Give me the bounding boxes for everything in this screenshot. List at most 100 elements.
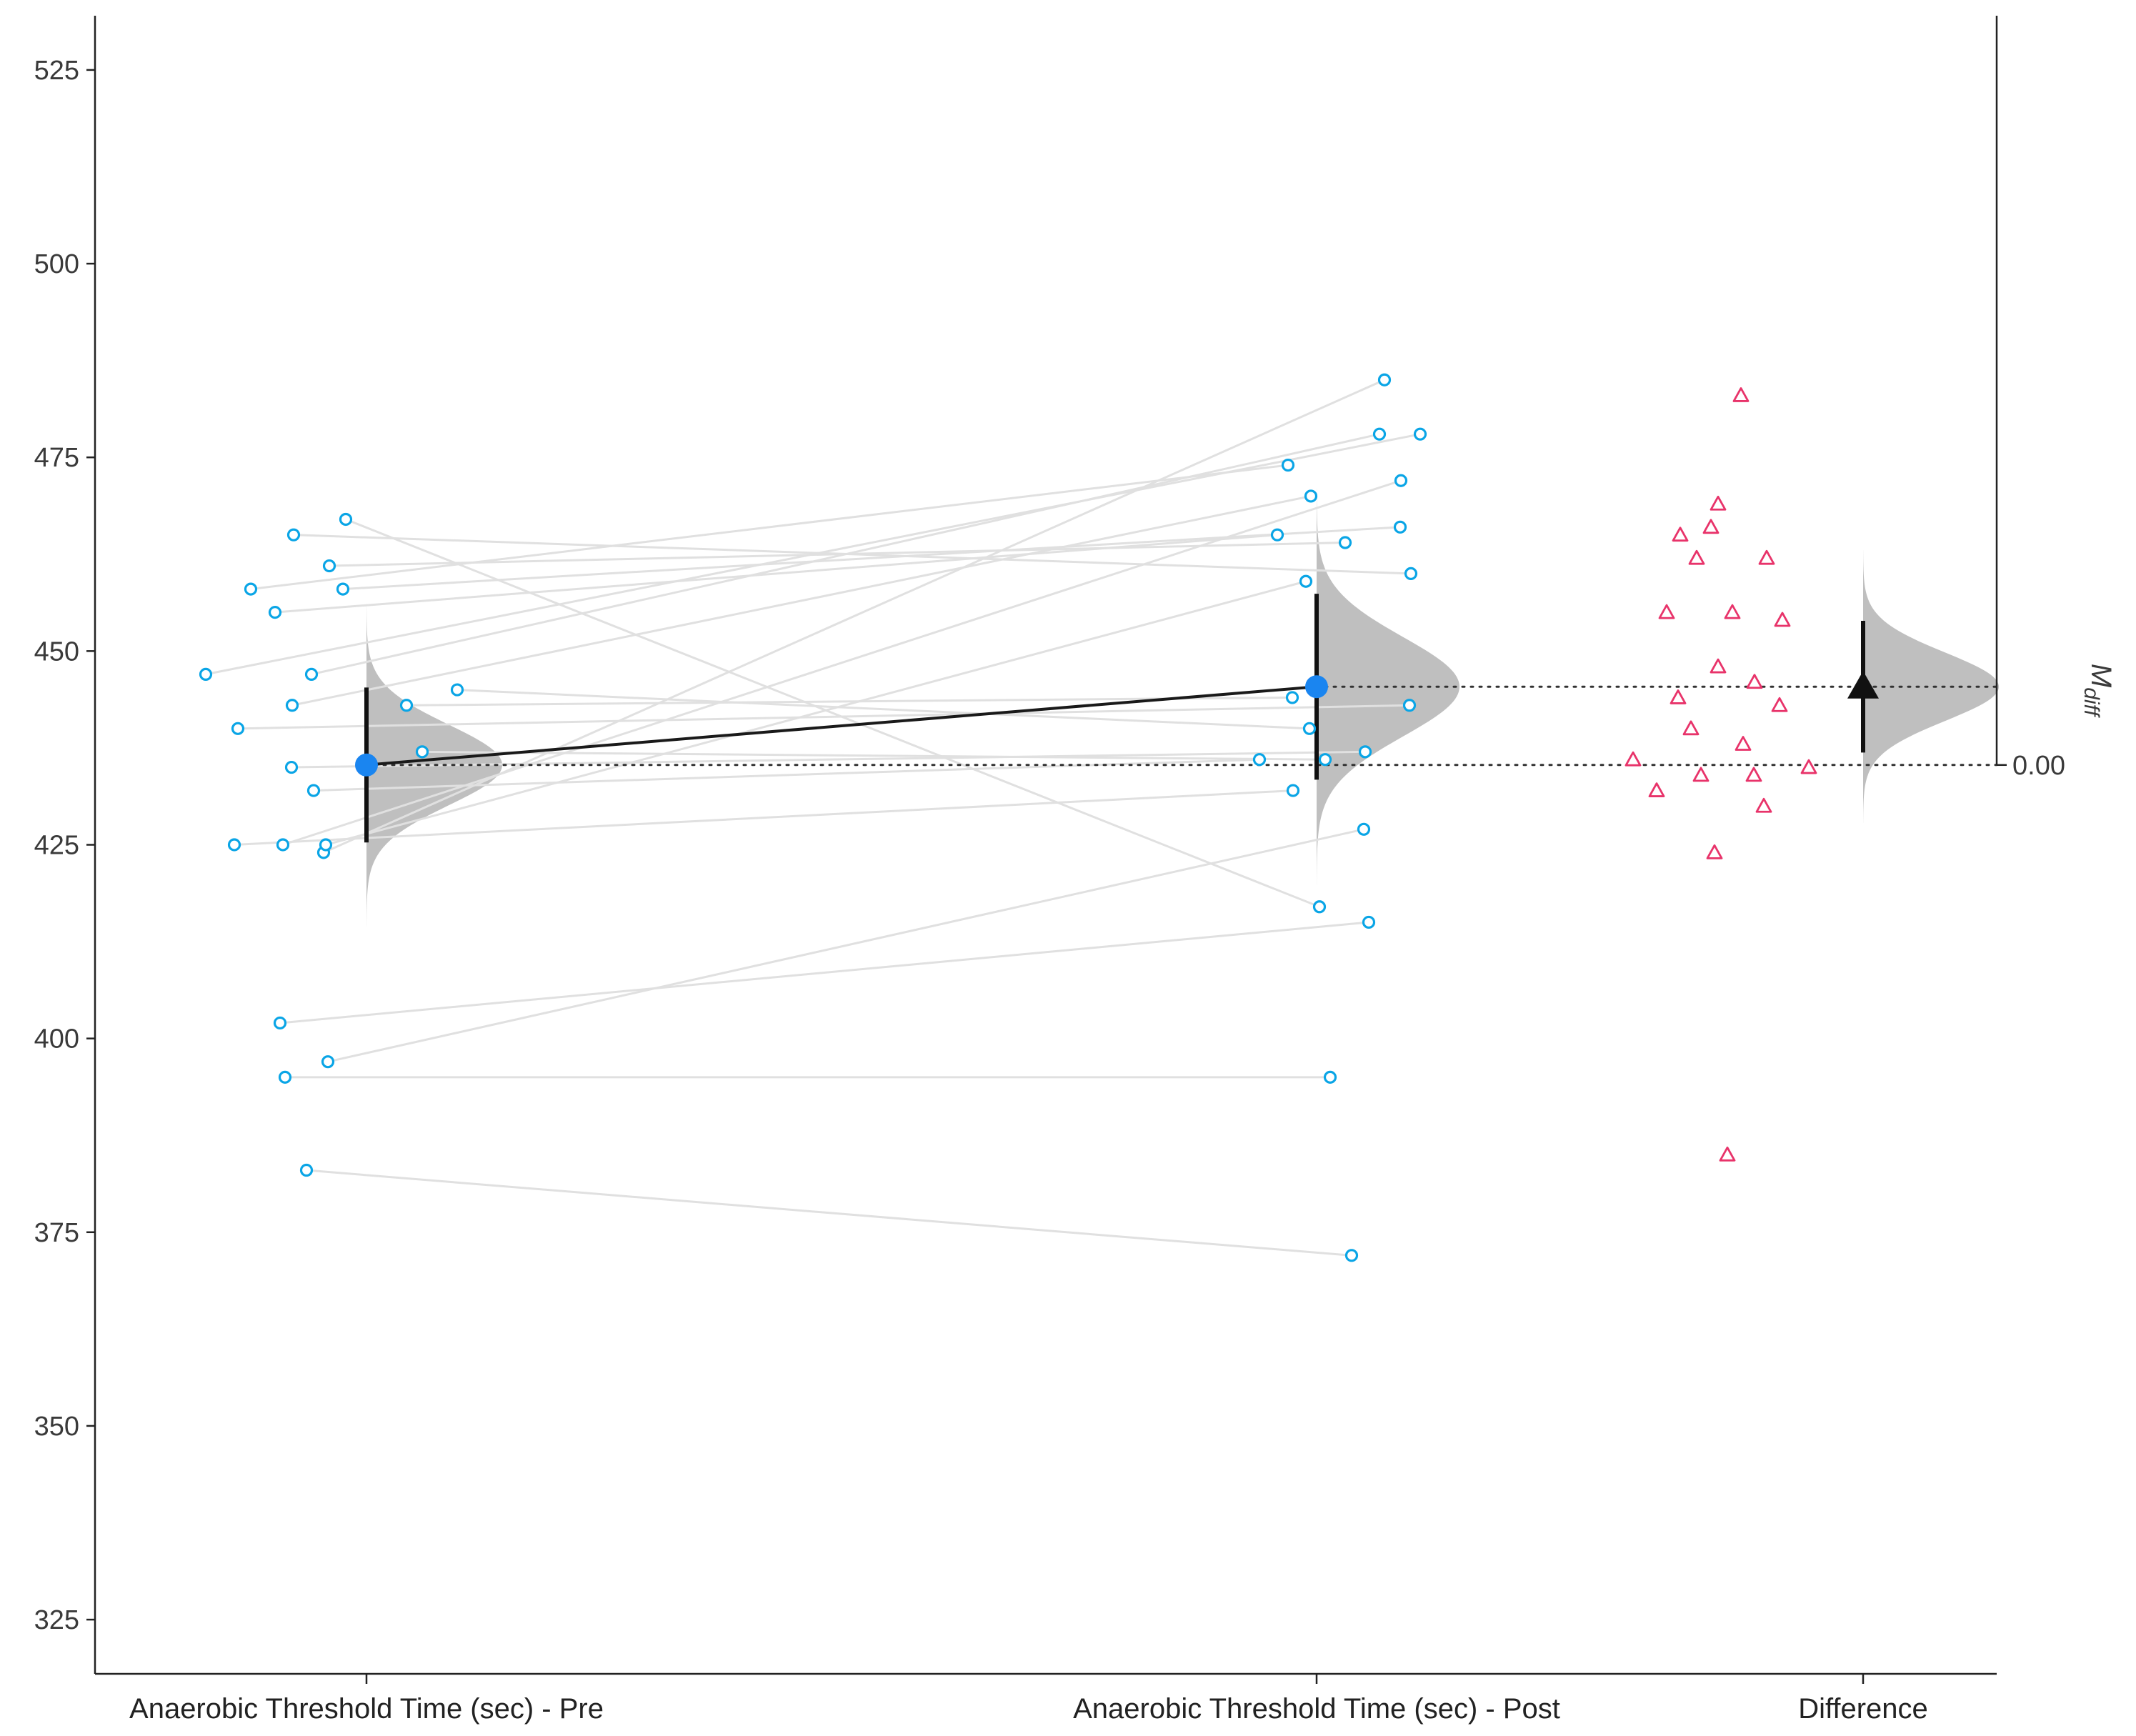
pair-line xyxy=(279,921,1369,1024)
difference-point xyxy=(1800,759,1817,774)
difference-point xyxy=(1710,658,1727,674)
mean-connecting-line xyxy=(366,685,1317,767)
data-point-pre xyxy=(273,1016,287,1030)
pair-line xyxy=(325,580,1307,846)
y-tick-label: 425 xyxy=(34,831,79,861)
data-point-pre xyxy=(199,667,213,681)
data-point-post xyxy=(1344,1249,1359,1262)
pair-line xyxy=(313,758,1260,792)
mean-layer xyxy=(355,594,1879,843)
data-point-pre xyxy=(268,606,282,619)
difference-point xyxy=(1774,612,1791,627)
difference-point xyxy=(1648,782,1665,797)
pair-line xyxy=(282,479,1402,846)
x-tick-label: Anaerobic Threshold Time (sec) - Pre xyxy=(129,1693,604,1725)
difference-point xyxy=(1710,495,1727,511)
points-layer xyxy=(199,373,1817,1262)
pair-line xyxy=(291,494,1312,707)
data-point-pre xyxy=(415,745,429,759)
pair-line xyxy=(311,433,1380,676)
data-point-pre xyxy=(304,667,319,681)
data-point-post xyxy=(1270,528,1284,542)
pair-line xyxy=(306,1169,1352,1257)
pair-line xyxy=(329,542,1346,567)
difference-point xyxy=(1692,767,1710,782)
mean-difference-marker xyxy=(1847,671,1879,699)
pair-line xyxy=(234,789,1294,846)
y-tick-label: 375 xyxy=(34,1218,79,1248)
pair-line xyxy=(421,750,1326,761)
right-axis-label-sub: diff xyxy=(2080,687,2103,718)
mean-marker-post xyxy=(1305,675,1328,699)
pair-line xyxy=(406,696,1293,707)
pair-line xyxy=(345,518,1320,908)
data-point-pre xyxy=(322,559,336,573)
data-point-post xyxy=(1372,427,1387,441)
data-point-post xyxy=(1286,784,1300,797)
data-point-pre xyxy=(286,528,301,542)
reference-lines-layer xyxy=(365,685,1998,767)
pair-line xyxy=(250,464,1289,591)
data-point-pre xyxy=(227,838,241,852)
difference-point xyxy=(1746,674,1763,689)
data-point-pre xyxy=(336,582,350,596)
data-point-post xyxy=(1304,489,1318,503)
y-tick-label: 475 xyxy=(34,443,79,473)
difference-point xyxy=(1682,720,1700,736)
data-point-pre xyxy=(231,722,245,735)
difference-point xyxy=(1706,844,1723,859)
difference-point xyxy=(1719,1146,1736,1162)
data-point-pre xyxy=(399,699,414,712)
data-point-pre xyxy=(285,699,299,712)
axes-layer: 325 350 375 400 425 450 475 500 525 Anaerobic Thr… xyxy=(34,16,2117,1725)
y-tick-label: 450 xyxy=(34,637,79,667)
data-point-pre xyxy=(299,1163,314,1177)
data-point-pre xyxy=(244,582,258,596)
difference-point xyxy=(1745,767,1762,782)
difference-point xyxy=(1688,549,1705,565)
difference-point xyxy=(1625,751,1642,767)
y-tick-label: 500 xyxy=(34,249,79,279)
data-point-post xyxy=(1402,699,1417,712)
mean-marker-pre xyxy=(355,753,378,777)
pair-line xyxy=(327,828,1364,1063)
right-axis-label: Mdiff xyxy=(2080,664,2117,718)
data-point-pre xyxy=(284,760,299,774)
pair-lines-layer xyxy=(205,379,1421,1257)
data-point-post xyxy=(1323,1070,1337,1084)
data-point-post xyxy=(1393,520,1407,534)
data-point-post xyxy=(1377,373,1392,386)
data-point-post xyxy=(1338,536,1352,549)
right-axis-label-main: M xyxy=(2085,664,2117,688)
data-point-pre xyxy=(306,784,321,797)
difference-point xyxy=(1735,736,1752,751)
difference-point xyxy=(1670,689,1687,704)
difference-point xyxy=(1702,519,1720,534)
data-point-post xyxy=(1357,822,1371,836)
pair-line xyxy=(237,704,1410,730)
data-point-pre xyxy=(339,512,353,527)
difference-point xyxy=(1755,797,1772,813)
data-point-post xyxy=(1312,900,1327,914)
difference-point xyxy=(1724,604,1741,619)
data-point-pre xyxy=(450,683,464,697)
data-point-pre xyxy=(278,1070,292,1084)
x-tick-label: Difference xyxy=(1798,1693,1928,1725)
data-point-pre xyxy=(321,1055,335,1069)
data-point-post xyxy=(1413,427,1427,441)
difference-point xyxy=(1771,697,1788,712)
difference-point xyxy=(1758,549,1775,565)
data-point-post xyxy=(1362,915,1376,929)
difference-point xyxy=(1672,527,1689,542)
data-point-post xyxy=(1394,474,1408,487)
difference-point xyxy=(1658,604,1675,619)
data-point-pre xyxy=(319,838,333,852)
pair-line xyxy=(456,689,1310,730)
distribution-difference xyxy=(1863,550,1999,824)
data-point-post xyxy=(1404,567,1418,580)
data-point-post xyxy=(1302,722,1317,735)
difference-point xyxy=(1732,387,1750,402)
x-tick-label: Anaerobic Threshold Time (sec) - Post xyxy=(1073,1693,1560,1725)
